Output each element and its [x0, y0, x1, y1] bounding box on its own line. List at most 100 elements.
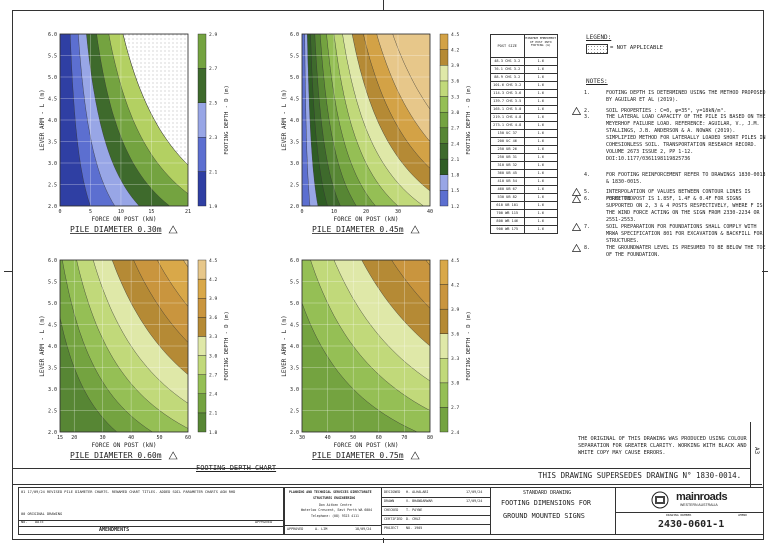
y-tick-label: 3.0: [48, 387, 57, 393]
sheet-center-mark-top: [383, 0, 384, 10]
post-embed-cell: 1.6: [537, 227, 545, 231]
y-tick-label: 5.5: [290, 53, 299, 59]
post-table-header-embed: MINIMUM EMBEDMENT OF POST INTO FOOTING (…: [525, 36, 557, 48]
office-name: PLANNING AND TECHNICAL SERVICES DIRECTOR…: [289, 490, 372, 494]
note-text: FORCE ON POST IS 1.85F, 1.4F & 0.4F FOR …: [606, 196, 763, 223]
post-table-row: 460 UB 67 1.6: [490, 186, 558, 194]
role-label: DRAWN: [384, 499, 395, 503]
x-tick-label: 50: [350, 435, 356, 441]
x-tick-label: 20: [71, 435, 77, 441]
colorbar-tick-label: 1.9: [209, 204, 218, 210]
colorbar-segment: [439, 127, 449, 144]
post-embed-cell: 1.6: [537, 179, 545, 183]
chart-1: 0 5 10 15 21 2.0 2.5 3.0 3.5 4.0 4.5 5.0 5.5 6.0 FORCE…: [39, 32, 230, 234]
colorbar-segment: [439, 333, 449, 359]
post-embed-cell: 1.6: [537, 163, 545, 167]
colorbar-tick-label: 1.8: [451, 173, 460, 179]
post-size-cell: 610 UB 101: [491, 202, 525, 209]
note-number: 8.: [584, 245, 591, 251]
y-tick-label: 4.5: [290, 322, 299, 328]
post-embed-cell: 1.6: [537, 123, 545, 127]
drawing-number-label: DRAWING NUMBER: [666, 513, 692, 517]
y-axis-label: LEVER ARM - L (m): [39, 315, 46, 376]
chart-title: PILE DIAMETER 0.75m: [312, 451, 404, 460]
post-table-body: 48.3 CHS 3.2 1.6 76.1 CHS 3.2 1.6 88.9 CHS 3…: [490, 58, 558, 234]
colorbar-label: FOOTING DEPTH - D (m): [224, 311, 230, 381]
colorbar-segment: [197, 336, 207, 356]
amendments-block: 01 17/09/24 REVISED PILE DIAMETER CHARTS…: [18, 487, 284, 535]
original-drawing-note: THE ORIGINAL OF THIS DRAWING WAS PRODUCE…: [578, 436, 747, 456]
y-axis-label: LEVER ARM - L (m): [281, 315, 288, 376]
contour-plot-area: [60, 260, 188, 432]
notes-title: NOTES:: [586, 78, 608, 85]
x-tick-label: 15: [148, 209, 154, 215]
colorbar-segment: [439, 158, 449, 175]
colorbar-segment: [439, 407, 449, 433]
x-tick-label: 70: [401, 435, 407, 441]
post-table-row: 800 WB 146 1.6: [490, 218, 558, 226]
notes-list: 1. FOOTING DEPTH IS DETERMINED USING THE …: [572, 90, 766, 310]
y-tick-label: 2.5: [48, 408, 57, 414]
post-size-cell: 800 WB 146: [491, 218, 525, 225]
colorbar-segment: [439, 49, 449, 66]
post-size-cell: 165.1 CHS 5.0: [491, 106, 525, 113]
chart-title: PILE DIAMETER 0.45m: [312, 225, 404, 234]
post-table-row: 48.3 CHS 3.2 1.6: [490, 58, 558, 66]
post-embed-cell: 1.6: [537, 59, 545, 63]
role-row: DESIGNED H. ALHALABI 17/09/24: [382, 488, 490, 498]
y-axis-label: LEVER ARM - L (m): [39, 89, 46, 150]
post-size-cell: 310 UB 32: [491, 162, 525, 169]
y-tick-label: 4.0: [48, 344, 57, 350]
role-person: H. ALHALABI: [406, 490, 429, 494]
note-text: INTERPOLATION OF VALUES BETWEEN CONTOUR …: [606, 189, 751, 202]
y-tick-label: 6.0: [48, 258, 57, 264]
colorbar-tick-label: 4.2: [451, 47, 460, 53]
approved-label: APPROVED: [287, 527, 304, 531]
colorbar-tick-label: 4.2: [209, 277, 218, 283]
x-tick-label: 10: [331, 209, 337, 215]
x-tick-label: 40: [427, 209, 433, 215]
x-tick-label: 20: [363, 209, 369, 215]
role-person: D. CRUZ: [406, 517, 421, 521]
post-size-cell: 139.7 CHS 3.5: [491, 98, 525, 105]
x-axis-label: FORCE ON POST (kN): [91, 216, 156, 223]
revision-triangle-icon: [168, 451, 178, 460]
colorbar-tick-label: 3.9: [451, 307, 460, 313]
colorbar-tick-label: 2.1: [451, 157, 460, 163]
x-tick-label: 30: [299, 435, 305, 441]
drawing-title-1: STANDARD DRAWING: [523, 490, 572, 496]
colorbar-tick-label: 4.2: [451, 282, 460, 288]
post-table-row: 530 UB 82 1.6: [490, 194, 558, 202]
role-date: 17/09/24: [466, 490, 483, 494]
y-tick-label: 4.0: [290, 344, 299, 350]
x-tick-label: 50: [157, 435, 163, 441]
post-embed-cell: 1.6: [537, 131, 545, 135]
y-tick-label: 5.0: [290, 75, 299, 81]
role-row: DRAWN V. BHANDARWAR 17/09/24: [382, 497, 490, 507]
legend-swatch: [586, 44, 608, 54]
amend-number-label: AMEND: [738, 513, 748, 517]
colorbar-tick-label: 4.5: [451, 32, 460, 38]
post-size-cell: 250 UB 31: [491, 154, 525, 161]
plot-frame: [59, 259, 189, 433]
revision-triangle-icon: [572, 244, 581, 252]
post-embed-cell: 1.6: [537, 67, 545, 71]
note-number: 6.: [584, 196, 591, 202]
note-text: THE LATERAL LOAD CAPACITY OF THE PILE IS…: [606, 114, 766, 162]
post-table-row: 410 UB 54 1.6: [490, 178, 558, 186]
contour-plot-area: [302, 260, 430, 432]
colorbar-tick-label: 2.1: [209, 411, 218, 417]
plot-frame: [301, 33, 431, 207]
y-tick-label: 2.5: [48, 182, 57, 188]
colorbar-tick-label: 3.6: [451, 79, 460, 85]
post-embed-cell: 1.6: [537, 219, 545, 223]
note-number: 5.: [584, 189, 591, 195]
colorbar-tick-label: 3.6: [451, 332, 460, 338]
logo-subtext: WESTERN AUSTRALIA: [680, 503, 718, 507]
colorbar-tick-label: 1.5: [451, 188, 460, 194]
post-embed-cell: 1.6: [537, 171, 545, 175]
x-tick-label: 80: [427, 435, 433, 441]
sheet-center-mark-bottom: [383, 538, 384, 543]
post-size-cell: 150 UC 37: [491, 130, 525, 137]
post-size-cell: 101.6 CHS 3.2: [491, 82, 525, 89]
